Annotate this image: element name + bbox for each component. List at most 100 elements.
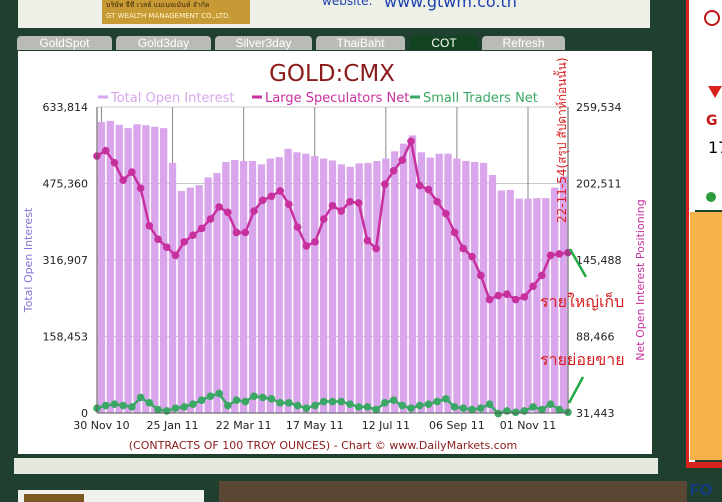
open-interest-bar [346, 166, 354, 413]
x-tick-label: 30 Nov 10 [73, 419, 129, 432]
large-speculators-point [232, 228, 241, 237]
large-speculators-point [241, 228, 250, 237]
large-speculators-point [119, 176, 127, 184]
small-traders-point [232, 396, 241, 404]
small-traders-point [520, 407, 529, 415]
small-traders-point [162, 407, 171, 415]
tab-silver3day[interactable]: Silver3day [215, 36, 312, 50]
open-interest-bar [328, 160, 337, 413]
open-interest-bar [435, 153, 443, 413]
small-traders-point [529, 403, 537, 411]
y-tick-right: 88,466 [576, 331, 615, 344]
small-traders-point [119, 401, 127, 410]
small-traders-point [555, 405, 564, 414]
large-speculators-point [511, 295, 520, 304]
small-traders-point [319, 397, 328, 406]
large-speculators-point [258, 196, 267, 205]
tab-goldspot[interactable]: GoldSpot [17, 36, 112, 50]
side-widget-number: 17 [708, 138, 722, 157]
x-tick-label: 17 May 11 [286, 419, 344, 432]
large-speculators-point [250, 207, 258, 215]
large-speculators-point [433, 197, 441, 206]
open-interest-bar [231, 160, 239, 413]
small-traders-point [476, 404, 485, 413]
open-interest-bar [115, 124, 123, 413]
annotation-large-holders: รายใหญ่เก็บ [540, 291, 624, 311]
x-tick-label: 01 Nov 11 [500, 419, 556, 432]
open-interest-bar [204, 177, 212, 413]
large-speculators-point [424, 185, 433, 194]
large-speculators-point [128, 168, 136, 176]
open-interest-bar [417, 152, 426, 413]
small-traders-point [189, 400, 197, 409]
open-interest-bar [266, 158, 274, 413]
tab-refresh[interactable]: Refresh [482, 36, 565, 50]
y-tick-left: 158,453 [43, 331, 89, 344]
y-tick-right: 202,511 [576, 178, 622, 191]
side-widget-circle-icon[interactable] [704, 10, 720, 26]
large-speculators-point [485, 295, 494, 304]
large-speculators-point [415, 181, 424, 190]
open-interest-bar [364, 162, 372, 413]
small-traders-point [511, 408, 520, 417]
large-speculators-point [407, 137, 415, 146]
open-interest-bar [142, 125, 150, 413]
small-traders-point [424, 400, 433, 409]
open-interest-bar [151, 126, 159, 413]
large-speculators-point [302, 242, 311, 250]
chart-panel: 633,814 475,360 316,907 158,453 0 259,534 202,… [18, 51, 652, 454]
open-interest-bar [488, 174, 497, 413]
side-widget-letter: G [706, 113, 718, 129]
large-speculators-point [224, 208, 232, 217]
open-interest-bar [275, 157, 283, 413]
small-traders-point [311, 401, 319, 410]
y-tick-right: 145,488 [576, 254, 622, 267]
large-speculators-point [450, 228, 459, 237]
large-speculators-point [285, 200, 293, 209]
tab-thaibaht[interactable]: ThaiBaht [316, 36, 405, 50]
small-traders-point [302, 404, 311, 413]
small-traders-point [258, 393, 267, 402]
company-logo[interactable]: บริษัท จีที เวลธ์ แมเนจเม้นท์ จำกัด GT W… [102, 0, 250, 24]
tab-cot[interactable]: COT [410, 36, 478, 50]
large-speculators-point [328, 201, 337, 210]
small-traders-point [363, 403, 372, 411]
open-interest-bar [559, 176, 568, 413]
open-interest-bar [257, 164, 266, 413]
open-interest-bar [471, 161, 479, 413]
large-speculators-point [398, 156, 407, 164]
website-link[interactable]: www.gtwm.co.th [384, 0, 517, 11]
large-speculators-point [319, 215, 328, 223]
y-tick-right: 259,534 [576, 101, 622, 114]
large-speculators-point [520, 293, 529, 301]
logo-thai-text: บริษัท จีที เวลธ์ แมเนจเม้นท์ จำกัด [106, 1, 210, 9]
bottom-left-ad[interactable] [18, 490, 204, 502]
small-traders-point [415, 401, 424, 410]
open-interest-bar [373, 160, 381, 413]
large-speculators-point [189, 231, 197, 239]
side-widget-status-icon [706, 192, 716, 202]
tab-gold3day[interactable]: Gold3day [116, 36, 211, 50]
bottom-banner-image[interactable] [219, 481, 687, 502]
chart-annotations: 22-11-54(สรุป สัปดาห์ก่อนนั้น) รายใหญ่เก็… [540, 58, 625, 404]
large-speculators-point [136, 184, 145, 193]
open-interest-bar [302, 153, 310, 413]
x-tick-label: 12 Jul 11 [362, 419, 410, 432]
small-traders-point [224, 401, 232, 410]
open-interest-bar [239, 160, 248, 413]
large-speculators-point [145, 221, 154, 230]
legend-entry: Small Traders Net [423, 91, 538, 106]
side-orange-panel [690, 212, 722, 460]
small-traders-point [197, 396, 206, 404]
small-traders-point [389, 396, 398, 404]
small-traders-point [485, 400, 494, 409]
open-interest-bar [426, 157, 434, 413]
small-traders-point [442, 395, 450, 403]
open-interest-bar [248, 160, 257, 413]
open-interest-bar [284, 148, 292, 413]
large-speculators-point [381, 180, 389, 188]
open-interest-bar [319, 158, 328, 413]
large-speculators-point [555, 250, 564, 258]
small-traders-point [433, 397, 441, 406]
large-speculators-point [180, 238, 189, 246]
